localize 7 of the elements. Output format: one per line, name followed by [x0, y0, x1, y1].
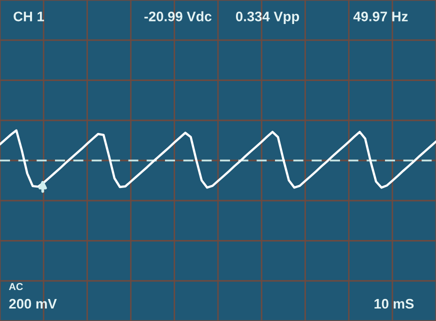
text: CH 1 [14, 12, 44, 22]
text: 10 mS [374, 298, 414, 309]
text: 200 mV [9, 298, 57, 309]
text: -20.99 Vdc [144, 11, 212, 22]
text: AC [8, 283, 23, 290]
text: 0.334 Vpp [236, 12, 300, 24]
text: 49.97 Hz [353, 12, 408, 22]
